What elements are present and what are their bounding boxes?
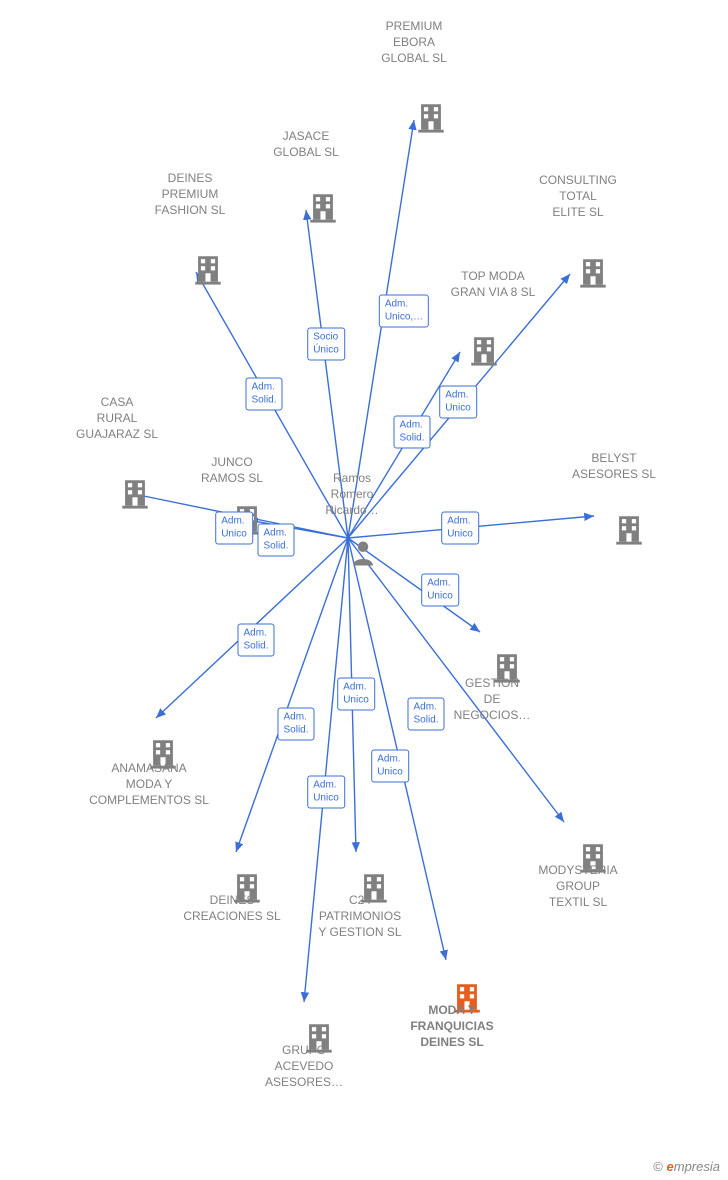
edge-label: Adm. Unico	[439, 386, 477, 419]
node-label: GRUPO ACEVEDO ASESORES…	[265, 1042, 343, 1091]
brand-first-letter: e	[667, 1159, 674, 1174]
edge-label: Adm. Solid.	[245, 378, 282, 411]
edge-label: Adm. Unico	[337, 678, 375, 711]
node-label: CASA RURAL GUAJARAZ SL	[76, 394, 158, 443]
center-label: Ramos Romero Ricardo…	[325, 470, 378, 519]
node-label: JUNCO RAMOS SL	[201, 454, 263, 486]
node-label: JASACE GLOBAL SL	[273, 128, 339, 160]
copyright: © empresia	[653, 1159, 720, 1174]
edge-label: Adm. Unico	[421, 574, 459, 607]
node-label: DEINES PREMIUM FASHION SL	[155, 170, 226, 219]
edge-label: Adm. Unico	[441, 512, 479, 545]
edge-label: Adm. Solid.	[277, 708, 314, 741]
node-label: C24 PATRIMONIOS Y GESTION SL	[318, 892, 401, 941]
edge-label: Adm. Solid.	[393, 416, 430, 449]
node-label: CONSULTING TOTAL ELITE SL	[539, 172, 617, 221]
node-label: MODYSTERIA GROUP TEXTIL SL	[538, 862, 617, 911]
edge-label: Adm. Solid.	[257, 524, 294, 557]
edge-label: Socio Único	[307, 328, 345, 361]
node-label: BELYST ASESORES SL	[572, 450, 656, 482]
edge-label: Adm. Solid.	[237, 624, 274, 657]
node-label: DEINES CREACIONES SL	[183, 892, 280, 924]
node-label: TOP MODA GRAN VIA 8 SL	[451, 268, 536, 300]
edge-label: Adm. Solid.	[407, 698, 444, 731]
node-label: MODA Y FRANQUICIAS DEINES SL	[410, 1002, 493, 1051]
edges-layer	[0, 0, 728, 1180]
edge-label: Adm. Unico	[215, 512, 253, 545]
copyright-symbol: ©	[653, 1159, 663, 1174]
edge-label: Adm. Unico	[371, 750, 409, 783]
node-label: GESTION DE NEGOCIOS…	[454, 675, 531, 724]
brand-rest: mpresia	[674, 1159, 720, 1174]
node-label: ANAMASANA MODA Y COMPLEMENTOS SL	[89, 760, 209, 809]
edge-label: Adm. Unico	[307, 776, 345, 809]
edge-label: Adm. Unico,…	[379, 295, 429, 328]
node-label: PREMIUM EBORA GLOBAL SL	[381, 18, 447, 67]
